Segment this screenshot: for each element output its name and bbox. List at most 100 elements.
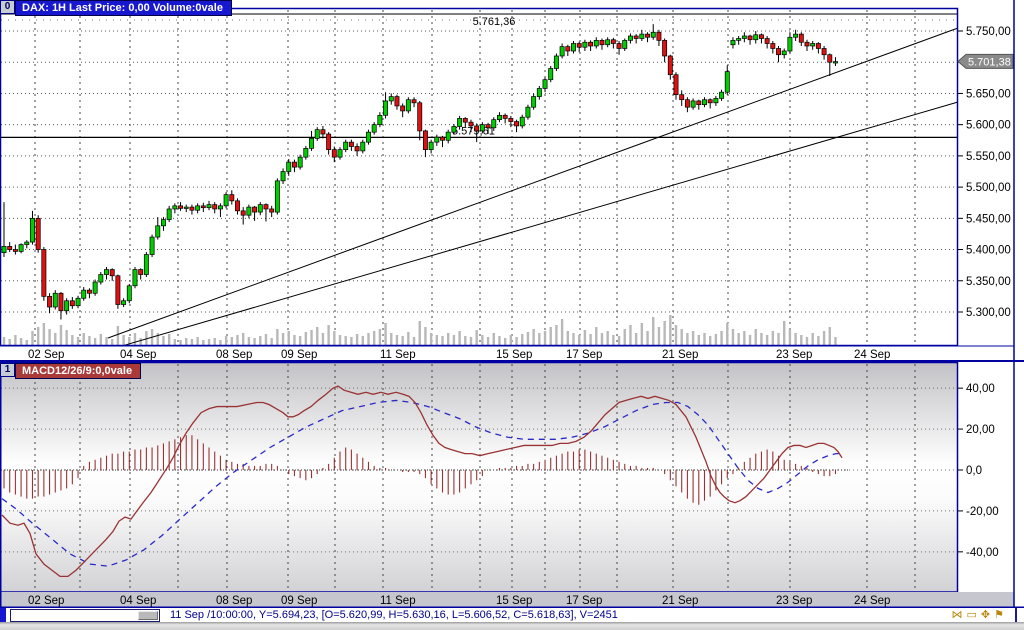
candle-down xyxy=(178,205,183,209)
candle-up xyxy=(75,297,81,307)
candle-down xyxy=(673,74,679,96)
candle-up xyxy=(582,41,588,48)
last-price-badge xyxy=(957,53,1014,69)
axis-label: 0,0 xyxy=(966,465,982,477)
axis-label: -40,00 xyxy=(966,547,999,559)
price-plot: 5.761,365.579,61 xyxy=(1,10,959,347)
candle-down xyxy=(684,99,690,108)
trendline[interactable] xyxy=(107,27,959,339)
candle-up xyxy=(257,204,263,213)
candle-down xyxy=(411,99,417,104)
price-chart: 5.761,365.579,61 5.750,00 5.650,00 5.600,00… xyxy=(0,0,1024,362)
horizontal-scrollbar[interactable] xyxy=(10,609,160,622)
trendline[interactable] xyxy=(121,101,959,347)
candle-down xyxy=(400,105,406,112)
candle-down xyxy=(804,41,810,47)
candle-up xyxy=(736,38,742,41)
candle-down xyxy=(662,40,668,57)
axis-label: 5.550,00 xyxy=(966,151,1011,163)
candle-down xyxy=(291,161,297,168)
candle-down xyxy=(326,133,332,150)
volume-bars xyxy=(2,315,837,345)
candle-down xyxy=(758,34,764,39)
axis-label: 11 Sep xyxy=(380,349,416,361)
flag-icon[interactable]: ⚑ xyxy=(994,609,1008,621)
ohlc-readout: 11 Sep /10:00:00, Y=5.694,23, [O=5.620,9… xyxy=(170,609,618,621)
candle-down xyxy=(269,208,275,213)
price-panel-icon[interactable]: 0 xyxy=(0,0,15,14)
candle-up xyxy=(479,124,485,132)
macd-panel-title[interactable]: MACD12/26/9:0,0vale xyxy=(15,363,142,379)
candle-up xyxy=(428,141,434,150)
candle-up xyxy=(121,300,127,305)
candle-up xyxy=(309,138,314,149)
axis-label: 11 Sep xyxy=(380,595,416,607)
axis-label: 17 Sep xyxy=(566,349,602,361)
axis-label: 5.750,00 xyxy=(966,26,1011,38)
axis-label: 21 Sep xyxy=(662,349,698,361)
candle-down xyxy=(770,43,776,49)
macd-panel-icon[interactable]: 1 xyxy=(0,363,15,377)
candle-up xyxy=(622,40,628,49)
candle-up xyxy=(531,96,537,108)
candle-up xyxy=(536,88,542,97)
candle-down xyxy=(707,99,713,104)
axis-label: 5.300,00 xyxy=(966,307,1011,319)
axis-label: 04 Sep xyxy=(120,349,156,361)
candle-down xyxy=(229,194,235,202)
candle-up xyxy=(605,39,611,46)
candle-down xyxy=(576,43,582,48)
candle-down xyxy=(815,43,821,49)
cross-icon[interactable]: ✥ xyxy=(980,609,995,621)
candle-down xyxy=(35,217,41,250)
candle-up xyxy=(559,46,565,57)
candle-down xyxy=(696,100,702,106)
candle-down xyxy=(47,296,53,308)
macd-panel-titlebar: 1 MACD12/26/9:0,0vale xyxy=(0,363,142,379)
window-edge-accent xyxy=(0,608,6,622)
candle-up xyxy=(24,241,30,245)
axis-label: 04 Sep xyxy=(120,595,156,607)
axis-label: 02 Sep xyxy=(28,595,64,607)
candle-up xyxy=(793,33,799,38)
candle-up xyxy=(519,116,525,127)
candle-down xyxy=(200,205,206,209)
candle-up xyxy=(155,225,161,238)
axis-label: 15 Sep xyxy=(496,349,532,361)
candle-up xyxy=(337,149,343,158)
axis-label: 5.400,00 xyxy=(966,245,1011,257)
candle-down xyxy=(58,292,64,312)
axis-label: 24 Sep xyxy=(854,349,890,361)
price-axis: 5.750,00 5.650,00 5.600,00 5.550,00 5.500,00… xyxy=(957,26,1014,319)
candle-down xyxy=(514,121,520,127)
axis-label: -20,00 xyxy=(966,506,999,518)
candle-up xyxy=(730,40,736,46)
candle-up xyxy=(388,96,394,102)
price-panel-title[interactable]: DAX: 1H Last Price: 0,00 Volume:0vale xyxy=(15,0,232,16)
candle-up xyxy=(724,71,730,93)
candle-down xyxy=(263,204,269,210)
axis-label: 08 Sep xyxy=(216,349,252,361)
dash-icon[interactable]: ▭ xyxy=(966,609,981,621)
candle-down xyxy=(354,146,360,152)
candle-up xyxy=(571,43,576,52)
bowtie-icon[interactable]: ⋈ xyxy=(951,609,967,621)
candle-down xyxy=(109,269,115,277)
scrollbar-thumb[interactable] xyxy=(138,611,158,620)
candle-up xyxy=(553,55,559,69)
axis-label: 08 Sep xyxy=(216,595,252,607)
axis-label: 5.350,00 xyxy=(966,276,1011,288)
candle-up xyxy=(18,244,24,252)
candle-up xyxy=(366,131,371,143)
candle-up xyxy=(781,50,787,56)
candle-up xyxy=(297,156,303,168)
candle-up xyxy=(542,79,548,89)
candle-up xyxy=(183,206,189,209)
candle-up xyxy=(132,269,138,287)
window-bottom-edge[interactable] xyxy=(0,622,1024,630)
candle-up xyxy=(64,300,70,312)
candle-down xyxy=(320,129,326,135)
candle-down xyxy=(12,249,18,252)
candle-up xyxy=(371,124,377,133)
